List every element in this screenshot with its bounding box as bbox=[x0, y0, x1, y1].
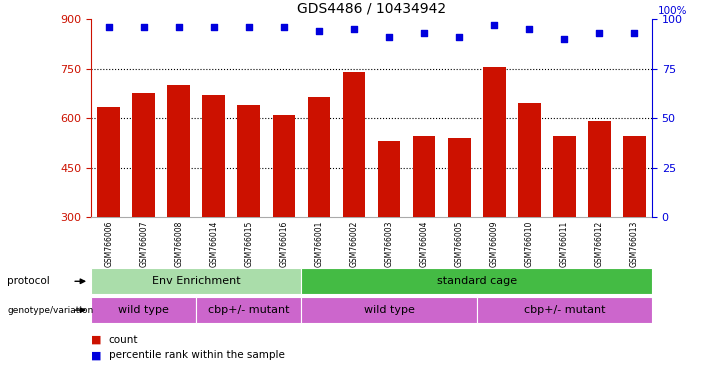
Point bbox=[559, 36, 570, 42]
Text: GSM766002: GSM766002 bbox=[350, 221, 358, 267]
Point bbox=[173, 24, 184, 30]
Bar bbox=[273, 115, 295, 217]
Point bbox=[454, 34, 465, 40]
Bar bbox=[553, 136, 576, 217]
Bar bbox=[91, 297, 196, 323]
Text: wild type: wild type bbox=[118, 305, 169, 314]
Text: wild type: wild type bbox=[364, 305, 414, 314]
Point bbox=[383, 34, 395, 40]
Bar bbox=[413, 136, 435, 217]
Text: genotype/variation: genotype/variation bbox=[7, 306, 93, 314]
Text: Env Enrichment: Env Enrichment bbox=[152, 276, 240, 286]
Point bbox=[208, 24, 219, 30]
Text: standard cage: standard cage bbox=[437, 276, 517, 286]
Text: ■: ■ bbox=[91, 350, 102, 360]
Text: cbp+/- mutant: cbp+/- mutant bbox=[208, 305, 290, 314]
Text: GSM766008: GSM766008 bbox=[175, 221, 183, 267]
Bar bbox=[623, 136, 646, 217]
Text: protocol: protocol bbox=[7, 276, 50, 286]
Text: GSM766015: GSM766015 bbox=[245, 221, 253, 267]
Text: GSM766014: GSM766014 bbox=[210, 221, 218, 267]
Text: GSM766013: GSM766013 bbox=[630, 221, 639, 267]
Bar bbox=[483, 67, 505, 217]
Bar bbox=[196, 297, 301, 323]
Title: GDS4486 / 10434942: GDS4486 / 10434942 bbox=[297, 1, 446, 15]
Bar bbox=[91, 268, 301, 294]
Point bbox=[103, 24, 114, 30]
Bar bbox=[132, 93, 155, 217]
Point bbox=[594, 30, 605, 36]
Bar bbox=[477, 297, 652, 323]
Point bbox=[489, 22, 500, 28]
Point bbox=[313, 28, 325, 34]
Bar bbox=[238, 105, 260, 217]
Bar bbox=[518, 103, 540, 217]
Text: 100%: 100% bbox=[658, 7, 687, 17]
Bar bbox=[343, 72, 365, 217]
Bar bbox=[97, 106, 120, 217]
Point bbox=[243, 24, 254, 30]
Bar bbox=[168, 85, 190, 217]
Text: cbp+/- mutant: cbp+/- mutant bbox=[524, 305, 605, 314]
Point bbox=[348, 26, 360, 32]
Text: GSM766016: GSM766016 bbox=[280, 221, 288, 267]
Point bbox=[524, 26, 535, 32]
Text: GSM766007: GSM766007 bbox=[139, 221, 148, 267]
Bar bbox=[308, 97, 330, 217]
Text: GSM766010: GSM766010 bbox=[525, 221, 533, 267]
Bar bbox=[203, 95, 225, 217]
Bar bbox=[301, 297, 477, 323]
Text: GSM766009: GSM766009 bbox=[490, 221, 498, 267]
Bar bbox=[448, 138, 470, 217]
Bar bbox=[301, 268, 652, 294]
Text: ■: ■ bbox=[91, 335, 102, 345]
Point bbox=[278, 24, 290, 30]
Point bbox=[418, 30, 430, 36]
Text: percentile rank within the sample: percentile rank within the sample bbox=[109, 350, 285, 360]
Text: GSM766004: GSM766004 bbox=[420, 221, 428, 267]
Text: GSM766006: GSM766006 bbox=[104, 221, 113, 267]
Point bbox=[138, 24, 149, 30]
Text: count: count bbox=[109, 335, 138, 345]
Text: GSM766011: GSM766011 bbox=[560, 221, 569, 267]
Bar bbox=[378, 141, 400, 217]
Text: GSM766001: GSM766001 bbox=[315, 221, 323, 267]
Text: GSM766005: GSM766005 bbox=[455, 221, 463, 267]
Bar bbox=[588, 121, 611, 217]
Text: GSM766012: GSM766012 bbox=[595, 221, 604, 267]
Point bbox=[629, 30, 640, 36]
Text: GSM766003: GSM766003 bbox=[385, 221, 393, 267]
